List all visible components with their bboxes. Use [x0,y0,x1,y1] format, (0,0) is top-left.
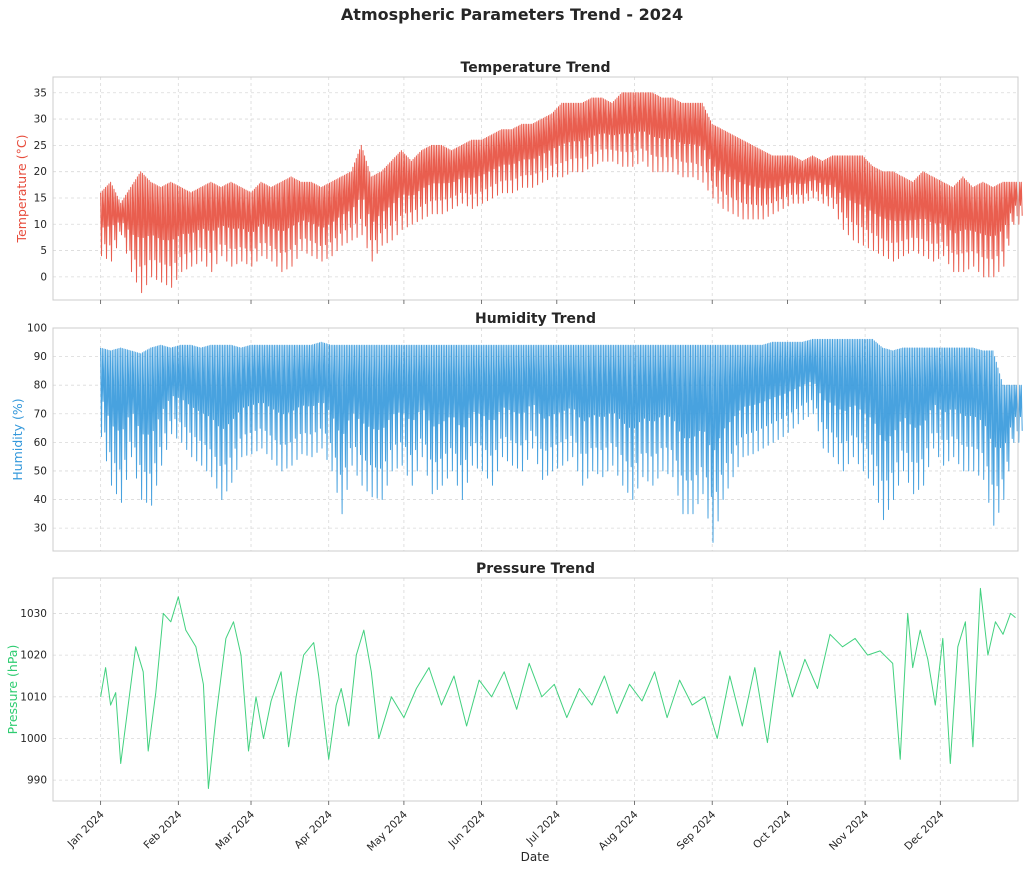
y-axis-label: Temperature (°C) [14,135,29,244]
y-axis-label: Humidity (%) [10,398,25,480]
y-tick-label: 10 [34,219,47,231]
x-tick-label: Sep 2024 [675,808,719,852]
x-tick-label: Jun 2024 [446,808,488,850]
y-tick-label: 30 [34,523,47,535]
series-line [100,587,1016,789]
x-tick-label: May 2024 [365,808,410,853]
plot-frame [52,76,1019,301]
y-tick-label: 80 [34,380,47,392]
y-tick-label: 100 [27,323,47,335]
x-tick-label: Oct 2024 [751,808,794,851]
series-line [100,338,1023,543]
x-tick-label: Jan 2024 [65,808,107,850]
y-tick-label: 990 [27,775,47,787]
y-tick-label: 70 [34,408,47,420]
x-tick-label: Apr 2024 [292,808,335,851]
plot-frame [52,327,1019,552]
panel-title: Humidity Trend [475,311,596,327]
panel-3: 990 1000 1010 1020 1030 Pressure Trend Pressur… [5,561,1019,854]
x-tick-label: Aug 2024 [596,808,640,852]
y-tick-label: 1000 [20,733,47,745]
y-tick-label: 0 [40,271,47,283]
y-tick-label: 5 [40,245,47,257]
y-tick-label: 30 [34,114,47,126]
x-tick-label: Jul 2024 [524,808,564,848]
panel-1: 0 5 10 15 20 25 30 35 Temperature Trend Temperatu… [14,60,1023,304]
y-tick-label: 1030 [20,608,47,620]
y-tick-label: 50 [34,465,47,477]
y-tick-label: 35 [34,87,47,99]
y-tick-label: 60 [34,437,47,449]
x-tick-label: Feb 2024 [142,808,185,851]
plot-area [53,578,1018,801]
y-tick-label: 20 [34,166,47,178]
y-tick-label: 25 [34,140,47,152]
y-axis-label: Pressure (hPa) [5,645,20,735]
panel-title: Pressure Trend [476,561,595,577]
y-tick-label: 15 [34,192,47,204]
panel-title: Temperature Trend [461,60,611,76]
x-axis-label: Date [521,850,550,864]
series-line [100,92,1023,294]
panel-2: 30 40 50 60 70 80 90 100 Humidity Trend Humidity … [10,311,1023,552]
y-tick-label: 1020 [20,650,47,662]
plot-frame [52,577,1019,802]
y-tick-label: 1010 [20,691,47,703]
x-tick-label: Nov 2024 [827,808,871,852]
x-tick-label: Dec 2024 [902,808,946,852]
figure-title: Atmospheric Parameters Trend - 2024 [341,5,683,24]
y-tick-label: 90 [34,351,47,363]
x-tick-label: Mar 2024 [213,808,257,852]
y-tick-label: 40 [34,494,47,506]
